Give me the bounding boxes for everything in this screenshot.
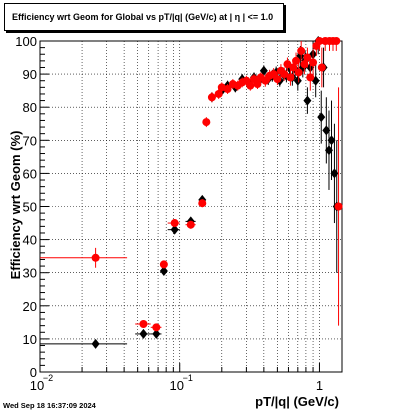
data-point-circle [334, 202, 343, 211]
data-series [40, 36, 343, 349]
data-point-circle [170, 219, 179, 228]
data-point-diamond [159, 266, 168, 277]
grid [39, 40, 342, 373]
y-tick-label: 50 [23, 200, 37, 215]
data-point-circle [332, 37, 341, 45]
data-point-circle [294, 68, 303, 77]
data-point-diamond [327, 135, 336, 146]
data-point-circle [223, 84, 232, 93]
title-box: Efficiency wrt Geom for Global vs pT/|q|… [4, 3, 284, 31]
y-axis-label: Efficiency wrt Geom (%) [8, 131, 23, 280]
y-tick-label: 60 [23, 166, 37, 181]
data-point-circle [297, 46, 306, 55]
x-tick-exponent: −2 [43, 373, 53, 383]
data-point-circle [286, 73, 295, 82]
data-point-circle [309, 58, 318, 67]
y-tick-label: 70 [23, 133, 37, 148]
data-point-circle [283, 60, 292, 69]
data-point-circle [306, 73, 315, 82]
data-point-circle [246, 81, 255, 90]
data-point-circle [207, 93, 216, 102]
data-point-circle [273, 75, 282, 84]
y-tick-label: 0 [30, 365, 37, 380]
data-point-circle [315, 37, 324, 45]
data-point-diamond [324, 145, 333, 156]
data-point-circle [280, 70, 289, 79]
data-point-circle [91, 253, 100, 262]
timestamp: Wed Sep 18 16:37:09 2024 [3, 401, 96, 410]
x-tick-exponent: −1 [183, 373, 193, 383]
chart-title: Efficiency wrt Geom for Global vs pT/|q|… [12, 12, 274, 22]
y-tick-label: 80 [23, 100, 37, 115]
data-point-circle [202, 118, 211, 127]
black-diamond-series [40, 36, 341, 349]
y-tick-label: 20 [23, 299, 37, 314]
red-circle-series [40, 37, 343, 332]
y-tick-label: 30 [23, 266, 37, 281]
data-point-circle [152, 323, 161, 332]
x-tick-label: 1 [316, 378, 323, 393]
data-point-circle [303, 53, 312, 62]
data-point-circle [198, 199, 207, 208]
y-tick-label: 40 [23, 233, 37, 248]
data-point-circle [253, 80, 262, 89]
x-tick-label: 10 [169, 378, 183, 393]
data-point-circle [300, 60, 309, 69]
y-tick-label: 100 [15, 34, 37, 49]
y-tick-label: 90 [23, 67, 37, 82]
y-tick-label: 10 [23, 332, 37, 347]
data-point-diamond [91, 338, 100, 349]
data-point-diamond [259, 65, 268, 76]
data-point-circle [292, 56, 301, 65]
x-tick-label: 10 [30, 378, 44, 393]
data-point-diamond [152, 328, 161, 339]
data-point-circle [214, 89, 223, 98]
data-point-circle [289, 63, 298, 72]
x-axis-label: pT/|q| (GeV/c) [255, 394, 339, 409]
data-point-circle [159, 260, 168, 269]
data-point-diamond [322, 125, 331, 136]
data-point-diamond [317, 112, 326, 123]
data-point-diamond [139, 328, 148, 339]
data-point-diamond [303, 95, 312, 106]
data-point-diamond [293, 75, 302, 86]
data-point-diamond [170, 224, 179, 235]
data-point-circle [139, 320, 148, 329]
data-point-circle [317, 63, 326, 72]
data-point-circle [186, 220, 195, 229]
